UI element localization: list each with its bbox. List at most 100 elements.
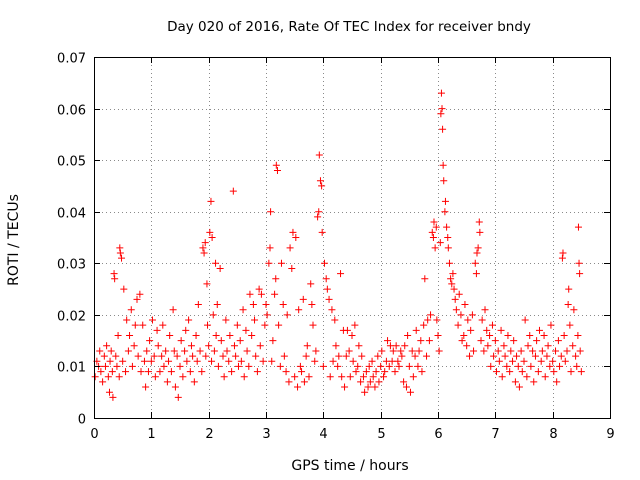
data-point — [160, 362, 168, 370]
data-point — [167, 368, 175, 376]
data-point — [549, 357, 557, 365]
data-point — [150, 352, 158, 360]
data-point — [328, 306, 336, 314]
data-point — [217, 337, 225, 345]
data-point — [438, 105, 446, 113]
data-point — [559, 249, 567, 257]
data-point — [136, 290, 144, 298]
data-point — [130, 342, 138, 350]
data-point — [153, 326, 161, 334]
data-point — [234, 362, 242, 370]
data-point — [176, 362, 184, 370]
y-tick-label: 0 — [78, 413, 86, 428]
data-point — [201, 239, 209, 247]
x-tick-label: 9 — [606, 427, 614, 442]
data-point — [248, 331, 256, 339]
data-point — [323, 285, 331, 293]
data-point — [115, 373, 123, 381]
data-point — [526, 331, 534, 339]
data-point — [454, 321, 462, 329]
data-point — [429, 234, 437, 241]
data-point — [206, 228, 214, 236]
data-point — [255, 285, 263, 293]
data-point — [530, 378, 538, 386]
data-point — [243, 347, 251, 355]
data-point — [560, 331, 568, 339]
data-point — [495, 357, 503, 365]
data-point — [163, 378, 171, 386]
data-point — [475, 218, 483, 226]
data-point — [277, 259, 285, 267]
data-point — [123, 316, 131, 324]
data-point — [267, 208, 275, 216]
data-point — [181, 347, 189, 355]
x-tick-label: 4 — [319, 427, 327, 442]
data-point — [311, 357, 319, 365]
data-point — [428, 228, 436, 236]
y-tick-label: 0.04 — [57, 207, 86, 222]
data-point — [109, 393, 117, 401]
data-point — [237, 357, 245, 365]
data-point — [343, 326, 351, 334]
data-point — [565, 285, 573, 293]
data-point — [492, 368, 500, 376]
data-point — [552, 347, 560, 355]
data-point — [158, 352, 166, 360]
data-point — [228, 368, 236, 376]
data-point — [537, 357, 545, 365]
data-point — [437, 110, 445, 118]
data-point — [216, 264, 224, 272]
data-point — [418, 368, 426, 376]
data-point — [222, 316, 230, 324]
x-tick-label: 5 — [377, 427, 385, 442]
data-point — [124, 347, 132, 355]
data-point — [261, 321, 269, 329]
x-tick-label: 8 — [549, 427, 557, 442]
data-point — [391, 368, 399, 376]
data-point — [315, 208, 323, 216]
data-point — [544, 342, 552, 350]
data-point — [381, 368, 389, 376]
data-point — [108, 368, 116, 376]
data-point — [352, 368, 360, 376]
data-point — [535, 326, 543, 334]
data-point — [331, 316, 339, 324]
data-point — [448, 280, 456, 288]
data-point — [481, 306, 489, 314]
data-point — [444, 234, 452, 241]
y-axis-title: ROTI / TECUs — [6, 194, 22, 286]
data-point — [279, 301, 287, 309]
data-point — [202, 352, 210, 360]
data-point — [288, 264, 296, 272]
data-point — [239, 306, 247, 314]
data-point — [105, 388, 113, 396]
data-point — [342, 352, 350, 360]
data-point — [111, 275, 119, 283]
data-point — [345, 347, 353, 355]
data-point — [444, 244, 452, 252]
data-point — [236, 337, 244, 345]
data-point — [434, 331, 442, 339]
y-tick-label: 0.02 — [57, 310, 86, 325]
data-point — [533, 337, 541, 345]
data-point — [126, 331, 134, 339]
data-point — [91, 373, 99, 381]
data-point — [104, 373, 112, 381]
data-point — [558, 254, 566, 262]
x-tick-label: 2 — [205, 427, 213, 442]
data-point — [173, 352, 181, 360]
data-point — [372, 368, 380, 376]
data-point — [556, 362, 564, 370]
data-point — [424, 316, 432, 324]
plot-frame — [94, 57, 611, 419]
data-point — [296, 362, 304, 370]
data-point — [486, 331, 494, 339]
data-point — [101, 362, 109, 370]
data-point — [457, 311, 465, 319]
data-point — [431, 244, 439, 252]
data-point — [192, 331, 200, 339]
data-point — [506, 368, 514, 376]
data-point — [140, 357, 148, 365]
data-point — [515, 383, 523, 391]
data-point — [355, 342, 363, 350]
